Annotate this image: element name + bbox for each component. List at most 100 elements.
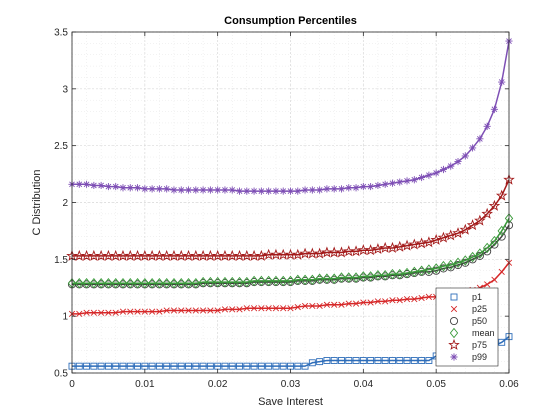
data-point-p99 — [447, 162, 455, 170]
data-point-p99 — [250, 187, 258, 195]
data-point-mean — [337, 272, 346, 283]
data-point-p25 — [338, 301, 345, 308]
data-point-mean — [417, 265, 426, 276]
y-axis-label: C Distribution — [31, 169, 43, 235]
data-point-p1 — [345, 357, 353, 364]
data-point-p1 — [221, 362, 229, 370]
data-point-mean — [482, 242, 492, 254]
data-point-mean — [497, 225, 506, 237]
data-point-mean — [147, 277, 157, 289]
data-point-mean — [271, 275, 281, 287]
data-point-mean — [104, 277, 113, 289]
data-point-p25 — [411, 295, 418, 303]
data-point-p99 — [265, 187, 273, 195]
data-point-p99 — [192, 186, 200, 194]
data-point-p25 — [156, 308, 163, 315]
data-point-p25 — [163, 307, 170, 314]
data-point-p99 — [148, 185, 156, 193]
data-point-mean — [293, 274, 302, 286]
data-point-mean — [359, 271, 368, 282]
data-point-p1 — [316, 358, 324, 366]
x-tick-label: 0 — [69, 379, 75, 390]
data-point-p99 — [425, 171, 433, 179]
data-point-p25 — [192, 307, 199, 314]
data-point-p99 — [345, 184, 353, 192]
legend-marker-mean — [449, 327, 459, 339]
data-point-p1 — [75, 362, 83, 370]
data-point-mean — [351, 272, 361, 283]
data-point-p1 — [83, 362, 91, 370]
data-point-p1 — [272, 362, 280, 370]
data-point-p1 — [206, 362, 214, 370]
data-point-p1 — [338, 357, 345, 364]
data-point-p99 — [461, 152, 469, 160]
data-point-mean — [198, 276, 208, 288]
data-point-p25 — [141, 308, 148, 315]
legend: p1 p25 p50 mean p75 p99 — [435, 287, 499, 367]
x-axis-label: Save Interest — [258, 396, 323, 408]
data-point-p99 — [403, 177, 411, 185]
data-point-p1 — [265, 362, 273, 370]
data-point-p99 — [352, 184, 360, 192]
data-point-p1 — [330, 357, 338, 364]
x-tick-label: 0.04 — [354, 379, 374, 390]
data-point-mean — [402, 267, 412, 279]
data-point-mean — [249, 275, 259, 287]
data-point-mean — [111, 277, 120, 289]
data-point-p1 — [112, 362, 120, 370]
data-point-p25 — [425, 293, 433, 300]
data-point-p25 — [418, 294, 425, 302]
data-point-p1 — [389, 357, 396, 364]
data-point-p50 — [446, 263, 455, 272]
data-point-p25 — [484, 281, 491, 288]
legend-box — [435, 287, 499, 367]
data-point-p99 — [279, 187, 287, 195]
x-axis: 0 0.01 0.02 0.03 0.04 0.05 0.06 — [69, 32, 519, 390]
data-point-mean — [126, 277, 135, 289]
data-point-p25 — [352, 300, 360, 307]
data-point-p99 — [316, 186, 324, 194]
data-point-p99 — [228, 186, 236, 194]
data-point-p1 — [119, 362, 127, 370]
legend-item-p99: p99 — [450, 352, 487, 362]
data-point-p1 — [257, 362, 265, 370]
data-point-mean — [242, 276, 251, 288]
x-tick-label: 0.02 — [208, 379, 228, 390]
data-point-p99 — [410, 176, 418, 184]
legend-marker-p99 — [450, 353, 458, 361]
data-point-p1 — [403, 357, 411, 364]
data-point-p25 — [491, 276, 498, 283]
data-point-p25 — [301, 302, 309, 310]
data-point-p25 — [236, 306, 243, 313]
data-point-p75 — [481, 207, 493, 219]
series-line-p50 — [72, 224, 510, 286]
data-point-mean — [279, 275, 288, 287]
data-point-p1 — [250, 362, 258, 370]
data-point-p75 — [452, 227, 464, 239]
series-p75 — [66, 173, 515, 261]
data-point-p1 — [359, 357, 367, 364]
data-point-p25 — [90, 309, 97, 316]
data-point-p25 — [323, 301, 331, 308]
data-point-p99 — [308, 186, 316, 194]
data-point-p75 — [466, 219, 479, 231]
y-tick-label: 1.5 — [54, 255, 68, 266]
data-point-mean — [89, 277, 99, 289]
data-point-p25 — [272, 305, 280, 312]
legend-label-p50: p50 — [472, 316, 487, 326]
y-tick-label: 3.5 — [54, 28, 68, 39]
data-point-mean — [140, 277, 150, 289]
data-point-p1 — [104, 362, 112, 370]
data-point-p25 — [396, 297, 403, 304]
x-tick-label: 0.05 — [426, 379, 446, 390]
data-point-p75 — [474, 214, 486, 226]
data-point-mean — [75, 277, 84, 289]
data-point-p25 — [83, 309, 90, 316]
data-point-p25 — [199, 307, 207, 314]
data-point-p1 — [396, 357, 404, 364]
data-point-p99 — [301, 186, 309, 194]
legend-label-p1: p1 — [472, 292, 482, 302]
data-point-mean — [315, 273, 324, 284]
data-point-mean — [490, 235, 499, 247]
data-point-mean — [82, 277, 91, 289]
